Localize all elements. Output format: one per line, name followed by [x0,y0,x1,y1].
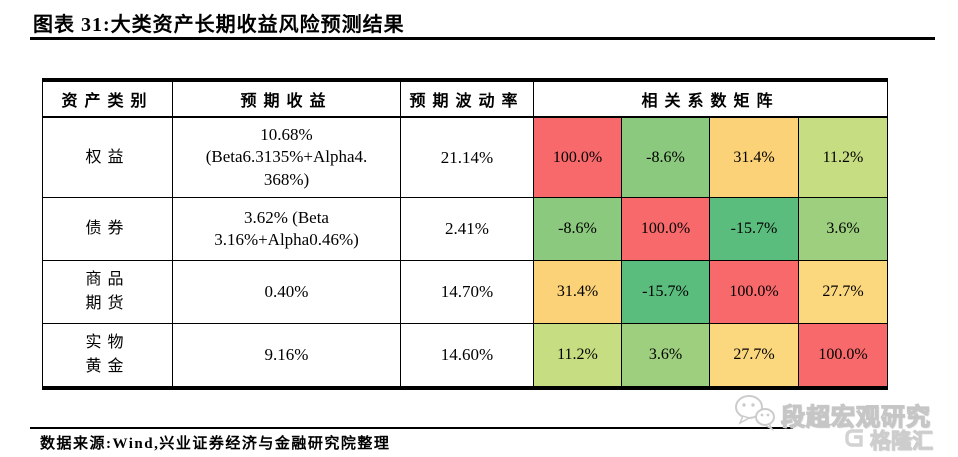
volatility-cell: 2.41% [400,197,534,261]
correlation-cell: 100.0% [797,323,889,389]
title-divider [30,37,935,40]
figure-title: 图表 31:大类资产长期收益风险预测结果 [33,14,405,36]
correlation-cell: -15.7% [709,197,799,261]
correlation-cell: 100.0% [533,116,622,198]
correlation-cell: 31.4% [533,260,622,324]
asset-forecast-table: 资产类别 预期收益 预期波动率 相关系数矩阵 权益 10.68% (Beta6.… [42,78,889,390]
correlation-cell: 11.2% [533,323,622,389]
table-row-physical-gold: 实物 黄金 9.16% 14.60% 11.2% 3.6% 27.7% 100.… [42,323,889,389]
wechat-icon [733,393,777,436]
gelonghui-g-icon [843,426,867,455]
correlation-cell: 100.0% [621,197,710,261]
table-row-bonds: 债券 3.62% (Beta 3.16%+Alpha0.46%) 2.41% -… [42,197,889,261]
correlation-cell: 27.7% [709,323,799,389]
expected-return-cell: 3.62% (Beta 3.16%+Alpha0.46%) [172,197,401,261]
wechat-watermark: 段超宏观研究 [733,393,931,436]
footer-divider [30,427,793,429]
gelonghui-logo: 格隆汇 [843,425,934,455]
col-header-correlation-matrix: 相关系数矩阵 [532,79,889,118]
correlation-cell: -15.7% [621,260,710,324]
asset-name-cell: 债券 [42,197,173,261]
volatility-cell: 21.14% [400,116,534,198]
correlation-cell: 3.6% [621,323,710,389]
correlation-cell: -8.6% [533,197,622,261]
expected-return-cell: 0.40% [172,260,401,324]
correlation-cell: 31.4% [709,116,799,198]
expected-return-cell: 10.68% (Beta6.3135%+Alpha4. 368%) [172,116,401,198]
col-header-expected-return: 预期收益 [172,79,401,118]
volatility-cell: 14.70% [400,260,534,324]
correlation-cell: 27.7% [797,260,889,324]
correlation-cell: 3.6% [797,197,889,261]
col-header-volatility: 预期波动率 [400,79,534,118]
table-row-equity: 权益 10.68% (Beta6.3135%+Alpha4. 368%) 21.… [42,116,889,198]
asset-name-cell: 商品 期货 [42,260,173,324]
data-source-note: 数据来源:Wind,兴业证券经济与金融研究院整理 [40,436,391,452]
wechat-account-name: 段超宏观研究 [780,403,931,431]
asset-name-cell: 权益 [42,116,173,198]
expected-return-cell: 9.16% [172,323,401,389]
col-header-asset-class: 资产类别 [42,79,173,118]
correlation-cell: 100.0% [709,260,799,324]
volatility-cell: 14.60% [400,323,534,389]
table-header-row: 资产类别 预期收益 预期波动率 相关系数矩阵 [42,79,889,118]
correlation-cell: 11.2% [797,116,889,198]
gelonghui-logo-text: 格隆汇 [870,430,934,454]
correlation-cell: -8.6% [621,116,710,198]
table-row-commodity-futures: 商品 期货 0.40% 14.70% 31.4% -15.7% 100.0% 2… [42,260,889,324]
asset-name-cell: 实物 黄金 [42,323,173,389]
